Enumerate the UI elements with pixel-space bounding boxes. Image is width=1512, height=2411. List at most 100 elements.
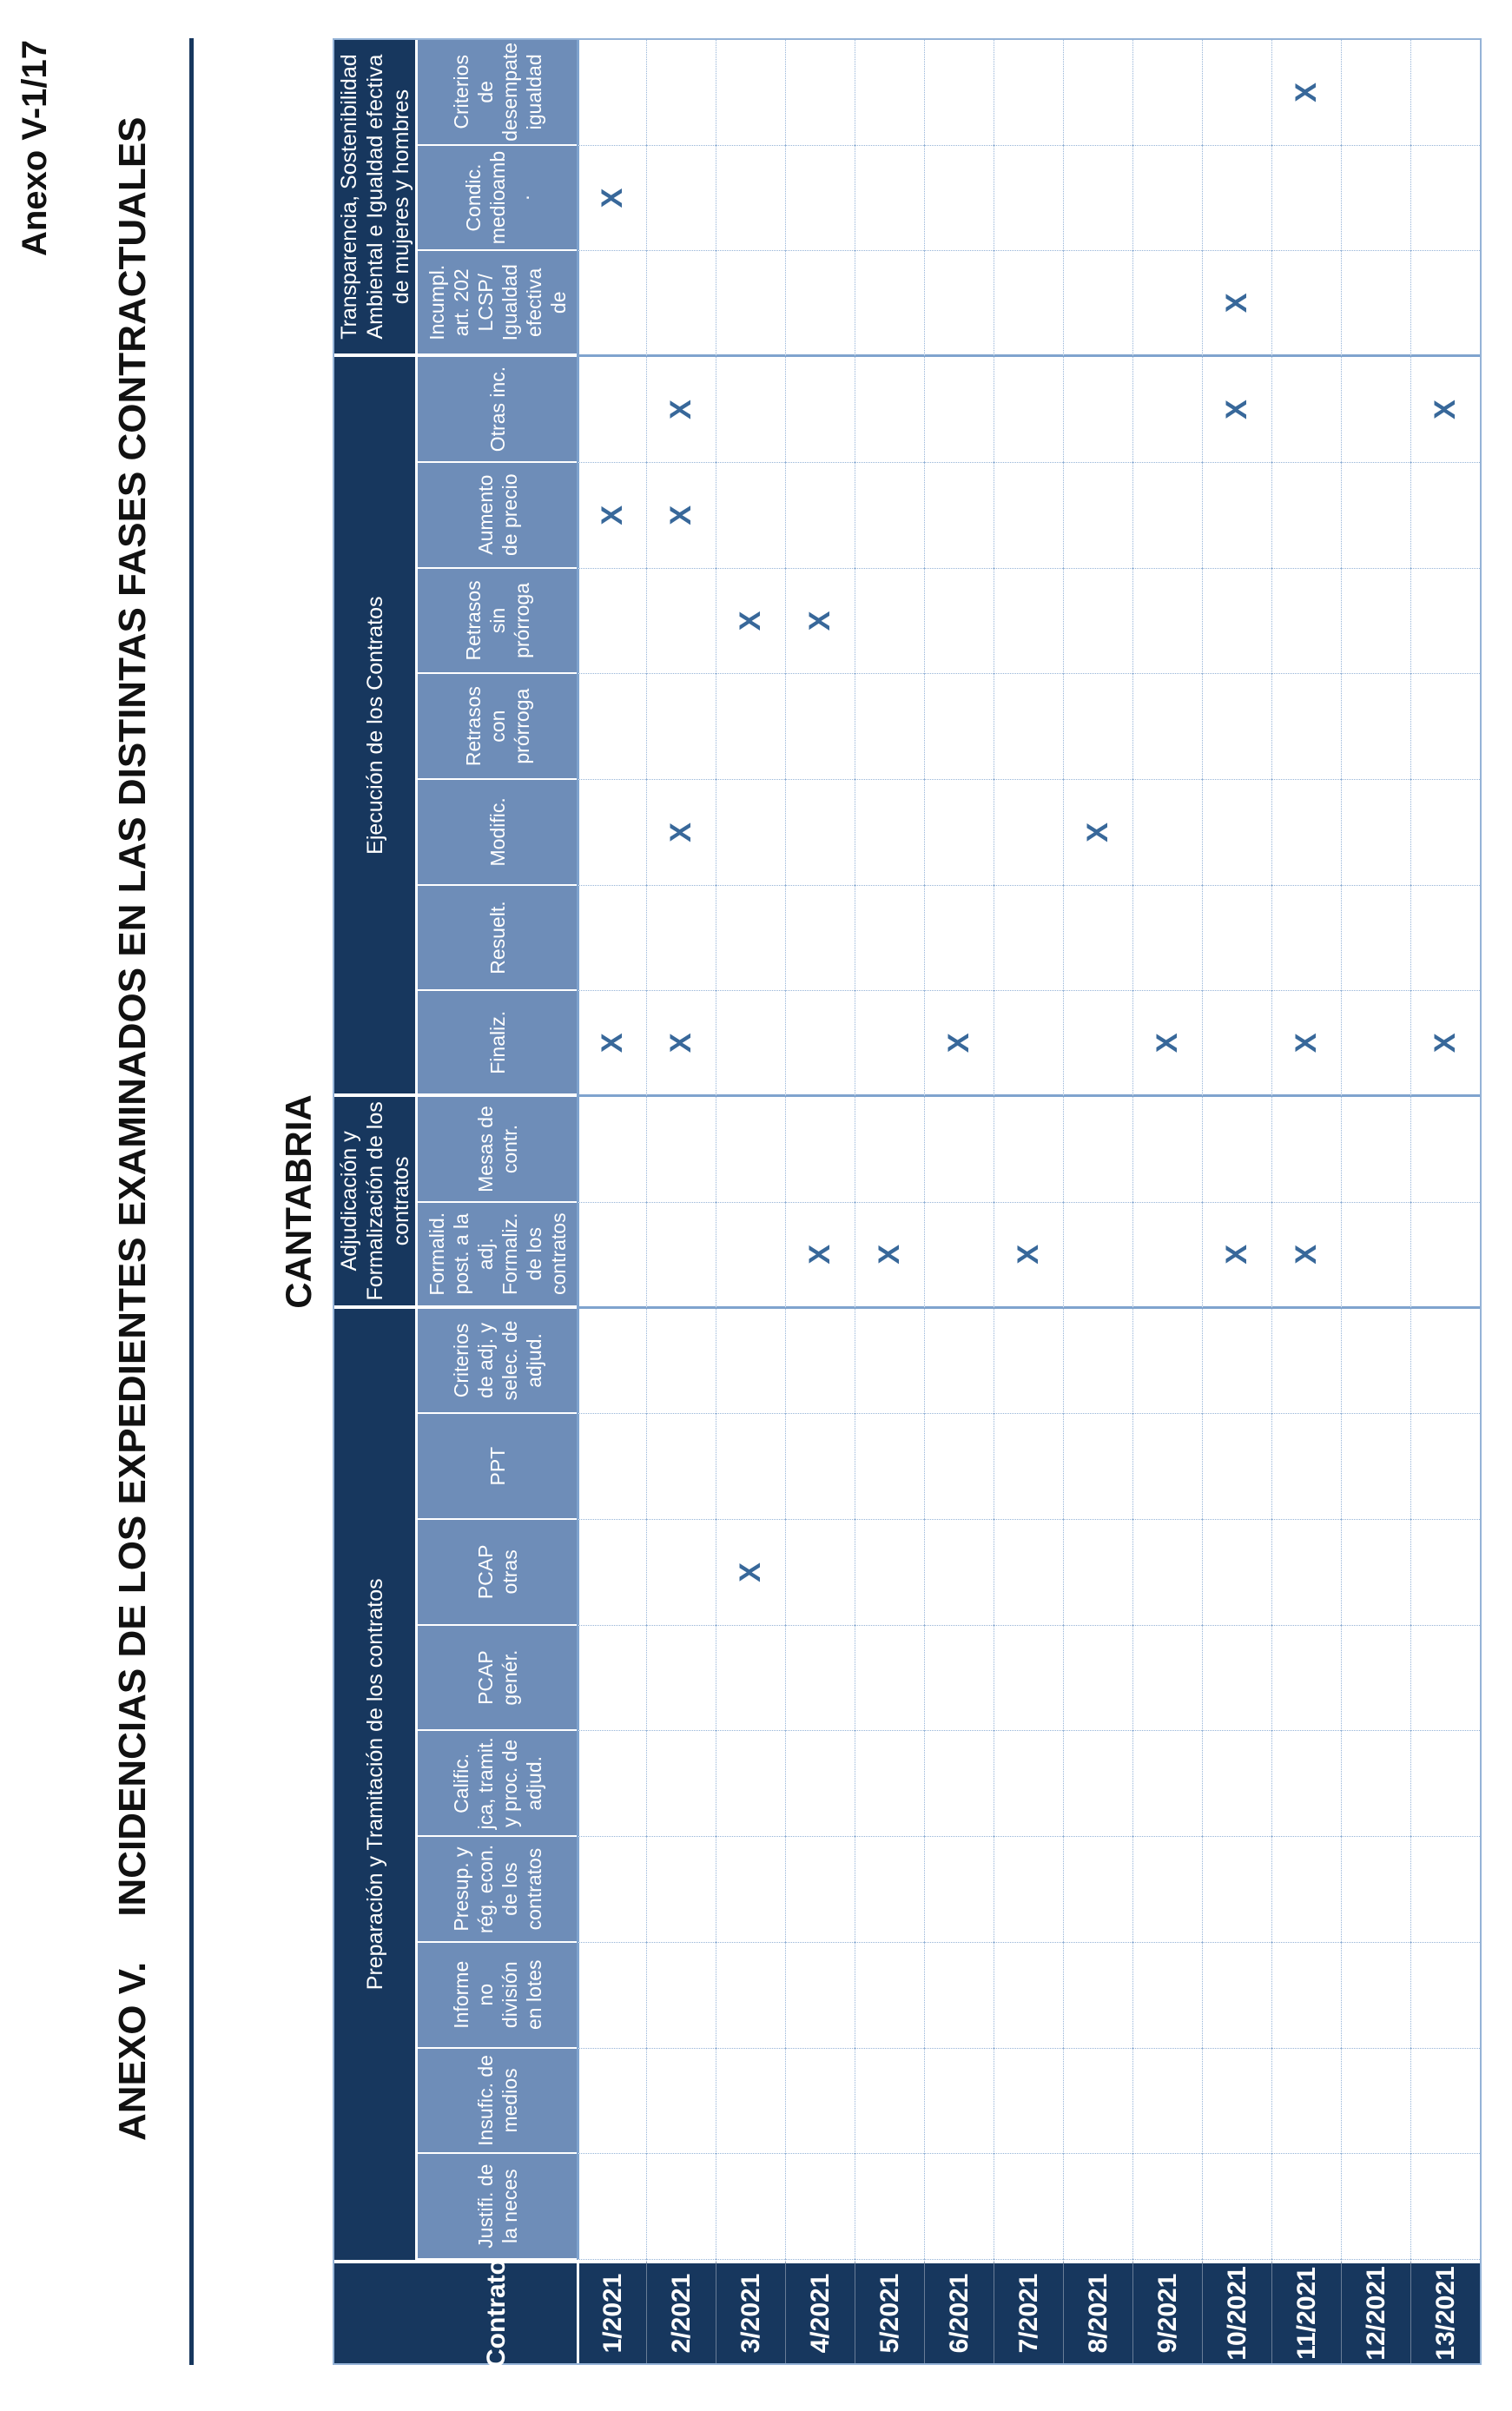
data-cell [1202,991,1271,1098]
data-cell [924,1202,994,1309]
data-cell [994,674,1063,780]
data-cell [855,674,924,780]
data-cell [1410,462,1480,569]
data-cell [1341,145,1410,252]
data-cell [1063,1837,1132,1943]
page-title: ANEXO V. INCIDENCIAS DE LOS EXPEDIENTES … [111,116,155,2141]
data-cell [1063,145,1132,252]
data-cell [994,2048,1063,2155]
row-label: 9/2021 [1132,2260,1202,2363]
data-cell [924,1942,994,2049]
data-cell [1341,1731,1410,1838]
data-cell [1063,1520,1132,1626]
data-cell [1063,1308,1132,1415]
col-header-justif: Justifi. de la neces [418,2154,577,2260]
data-cell [855,145,924,252]
data-cell [1132,1942,1202,2049]
data-cell [716,780,785,886]
data-cell [1063,1625,1132,1732]
data-cell [716,885,785,992]
data-cell [1202,40,1271,146]
data-cell [855,1837,924,1943]
incidence-mark: X [855,1202,924,1309]
incidence-mark: X [646,991,716,1098]
data-cell [1341,251,1410,358]
row-label: 7/2021 [994,2260,1063,2363]
title-rule [189,38,194,2365]
data-cell [1063,568,1132,675]
data-cell [785,1520,855,1626]
data-cell [924,885,994,992]
col-header-resuelt: Resuelt. [418,885,577,992]
data-cell [1132,1414,1202,1520]
data-cell [1271,568,1341,675]
data-cell [646,568,716,675]
data-cell [994,568,1063,675]
incidence-mark: X [1202,357,1271,463]
data-cell [1202,780,1271,886]
table: Contrato Preparación y Tramitación de los… [333,38,1482,2368]
data-cell [924,145,994,252]
col-header-finaliz: Finaliz. [418,991,577,1098]
data-cell [785,1731,855,1838]
data-cell [577,2048,646,2155]
data-cell [1341,991,1410,1098]
group-header: Adjudicación y Formalización de los cont… [334,1097,418,1309]
data-cell [1271,1837,1341,1943]
incidence-mark: X [577,145,646,252]
data-cell [577,1731,646,1838]
data-cell [1271,1520,1341,1626]
group-header: Preparación y Tramitación de los contrat… [334,1308,418,2260]
row-label: 3/2021 [716,2260,785,2363]
data-cell [716,357,785,463]
data-cell [577,885,646,992]
data-cell [1271,1308,1341,1415]
title-prefix: ANEXO V. [111,1961,154,2141]
data-cell [1341,1097,1410,1203]
data-cell [716,40,785,146]
incidence-mark: X [646,780,716,886]
data-cell [716,462,785,569]
data-cell [1271,2154,1341,2260]
data-cell [577,780,646,886]
incidence-mark: X [924,991,994,1098]
data-cell [716,1308,785,1415]
data-cell [1063,1731,1132,1838]
data-cell [577,1097,646,1203]
incidence-mark: X [716,568,785,675]
data-cell [1410,1625,1480,1732]
data-cell [1341,1942,1410,2049]
data-cell [1410,1731,1480,1838]
data-cell [924,780,994,886]
incidence-mark: X [994,1202,1063,1309]
data-cell [577,1942,646,2049]
data-cell [1341,2154,1410,2260]
data-cell [1410,568,1480,675]
col-header-incumpl: Incumpl. art. 202 LCSP/ Igualdad efectiv… [418,251,577,358]
data-cell [994,462,1063,569]
data-cell [1132,568,1202,675]
data-cell [646,40,716,146]
data-cell [716,674,785,780]
region-title: CANTABRIA [278,1094,319,1309]
col-header-mesas: Mesas de contr. [418,1097,577,1203]
data-cell [785,780,855,886]
data-cell [577,1202,646,1309]
data-cell [1202,1097,1271,1203]
data-cell [994,357,1063,463]
data-cell [1132,1202,1202,1309]
data-cell [1132,885,1202,992]
data-cell [1341,357,1410,463]
incidence-mark: X [1410,991,1480,1098]
data-cell [646,1731,716,1838]
row-label: 6/2021 [924,2260,994,2363]
data-cell [577,357,646,463]
data-cell [1341,568,1410,675]
data-cell [1410,1414,1480,1520]
data-cell [994,991,1063,1098]
data-cell [1132,1837,1202,1943]
incidence-mark: X [577,462,646,569]
incidence-mark: X [1271,991,1341,1098]
data-cell [716,1731,785,1838]
data-cell [1132,40,1202,146]
